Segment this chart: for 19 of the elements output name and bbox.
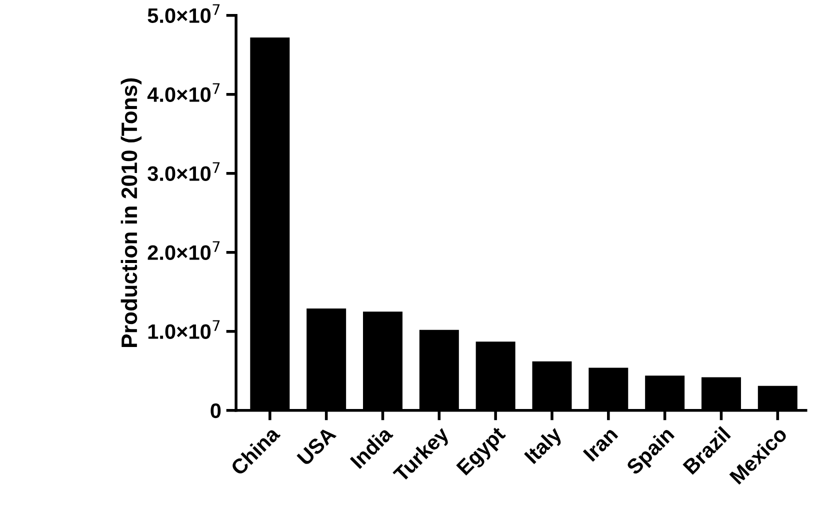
y-axis-title: Production in 2010 (Tons) [120, 78, 142, 348]
bar [588, 368, 628, 410]
y-tick-label: 1.0×10$^{7}$ [148, 320, 220, 340]
y-tick-label: 5.0×10$^{7}$ [148, 4, 220, 23]
x-tick-label: Iran [582, 426, 618, 462]
y-tick-label: 0 [210, 403, 221, 418]
bar [306, 308, 346, 410]
bar [645, 376, 685, 410]
y-tick-label: 2.0×10$^{7}$ [148, 241, 220, 260]
bar [701, 377, 741, 410]
y-tick-label: 4.0×10$^{7}$ [147, 83, 220, 102]
y-tick-label: 3.0×10$^{7}$ [148, 162, 220, 182]
x-tick-label: USA [296, 426, 337, 466]
bar [419, 330, 459, 410]
bar [362, 312, 402, 410]
bar [532, 361, 572, 410]
bar [476, 342, 516, 410]
bar [250, 38, 290, 410]
bar [758, 386, 798, 410]
